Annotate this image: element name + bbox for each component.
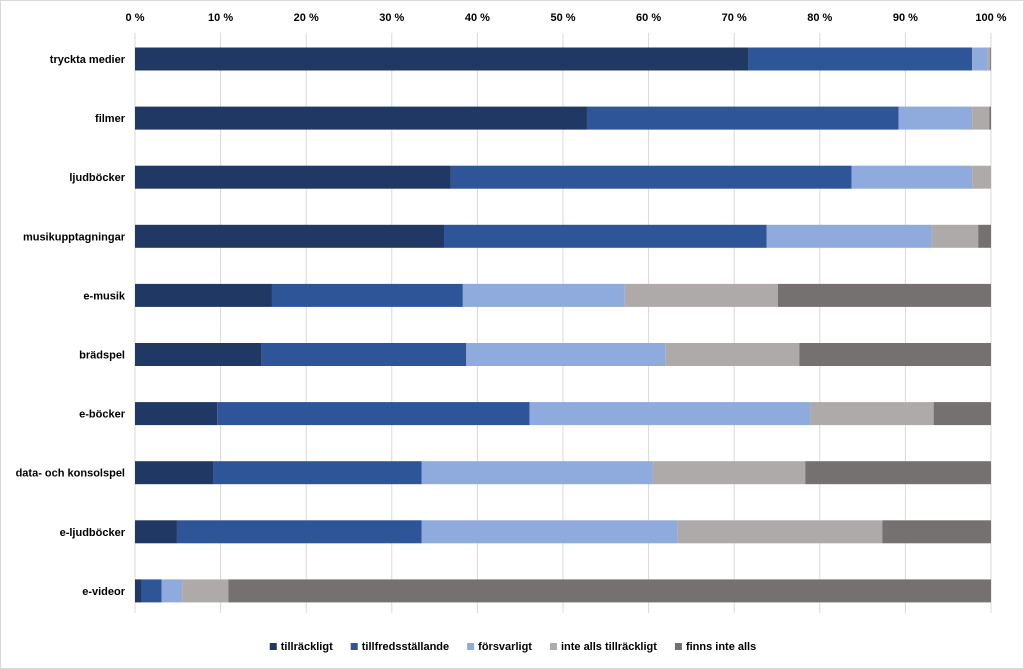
legend-item-försvarligt: försvarligt [467,641,532,653]
bar-e-videor-inte-alls-tillräckligt [182,579,229,603]
bar-e-videor-försvarligt [161,579,183,603]
bar-e-musik-tillräckligt [135,283,272,307]
bar-e-videor-finns-inte-alls [228,579,991,603]
bar-data-och-konsolspel-tillräckligt [135,461,214,485]
bar-data-och-konsolspel-inte-alls-tillräckligt [652,461,806,485]
legend-label: inte alls tillräckligt [561,641,657,653]
bar-e-musik-försvarligt [462,283,625,307]
bar-e-videor-tillfredsställande [141,579,162,603]
legend-label: tillräckligt [281,641,333,653]
bar-musikupptagningar-tillräckligt [135,224,445,248]
bar-musikupptagningar-finns-inte-alls [978,224,991,248]
bar-e-ljudböcker-inte-alls-tillräckligt [677,520,883,544]
bar-musikupptagningar-försvarligt [766,224,932,248]
category-label: e-ljudböcker [60,527,126,539]
bar-musikupptagningar-tillfredsställande [444,224,767,248]
x-tick-label: 20 % [294,12,319,24]
legend-swatch [350,643,358,650]
category-label: e-videor [82,586,126,598]
x-tick-label: 100 % [975,12,1006,24]
category-label: tryckta medier [50,54,126,66]
x-axis-ticks: 0 % 10 % 20 % 30 % 40 % 50 % 60 % 70 % 80 % 90 % 1… [126,12,1007,24]
bar-e-böcker-tillfredsställande [217,402,530,426]
bar-e-musik-finns-inte-alls [777,283,991,307]
x-tick-label: 10 % [208,12,233,24]
x-tick-label: 60 % [636,12,661,24]
x-tick-label: 50 % [550,12,575,24]
x-tick-label: 30 % [379,12,404,24]
bar-ljudböcker-inte-alls-tillräckligt [972,165,991,189]
bar-e-videor-tillräckligt [135,579,142,603]
bar-brädspel-finns-inte-alls [799,343,991,366]
bar-musikupptagningar-inte-alls-tillräckligt [931,224,979,248]
bar-e-böcker-finns-inte-alls [933,402,991,426]
legend-item-inte-alls-tillräckligt: inte alls tillräckligt [549,641,657,653]
bar-filmer-tillfredsställande [586,106,899,130]
x-tick-label: 80 % [807,12,832,24]
bar-e-ljudböcker-försvarligt [421,520,678,544]
bar-tryckta-medier-tillfredsställande [748,47,973,71]
legend-label: försvarligt [478,641,532,653]
bar-e-böcker-inte-alls-tillräckligt [810,402,934,426]
bar-data-och-konsolspel-försvarligt [421,461,653,485]
x-tick-label: 90 % [893,12,918,24]
bar-e-musik-tillfredsställande [271,283,463,307]
category-label: e-musik [83,290,125,302]
category-label: e-böcker [79,409,126,421]
bar-filmer-försvarligt [898,106,973,130]
bar-ljudböcker-försvarligt [851,165,973,189]
category-label: musikupptagningar [23,231,126,243]
legend: tillräckligt tillfredsställande försvarlig… [269,641,756,653]
x-tick-label: 70 % [722,12,747,24]
bar-data-och-konsolspel-tillfredsställande [213,461,422,485]
bar-data-och-konsolspel-finns-inte-alls [805,461,991,485]
x-tick-label: 40 % [465,12,490,24]
bar-filmer-tillräckligt [135,106,587,130]
bar-ljudböcker-tillfredsställande [450,165,852,189]
legend-item-tillfredsställande: tillfredsställande [350,641,449,653]
category-labels: tryckta medier filmer ljudböcker musikuppta… [16,54,126,598]
bar-tryckta-medier-inte-alls-tillräckligt [987,47,991,71]
legend-item-finns-inte-alls: finns inte alls [674,641,756,653]
bar-ljudböcker-tillräckligt [135,165,451,189]
bar-filmer-finns-inte-alls [989,106,991,130]
legend-swatch [549,643,557,650]
bar-brädspel-tillfredsställande [261,343,467,366]
category-label: brädspel [79,350,125,362]
bar-e-böcker-tillräckligt [135,402,218,426]
bar-e-ljudböcker-finns-inte-alls [882,520,991,544]
category-label: ljudböcker [69,172,125,184]
bar-e-musik-inte-alls-tillräckligt [624,283,778,307]
legend-label: tillfredsställande [362,641,449,653]
legend-swatch [269,643,277,650]
bar-filmer-inte-alls-tillräckligt [972,106,990,130]
category-label: data- och konsolspel [16,468,125,480]
bar-e-böcker-försvarligt [529,402,811,426]
bar-tryckta-medier-försvarligt [972,47,988,71]
legend-swatch [674,643,682,650]
legend-item-tillräckligt: tillräckligt [269,641,333,653]
bar-tryckta-medier-finns-inte-alls [990,47,991,71]
bar-brädspel-tillräckligt [135,343,262,366]
legend-swatch [467,643,475,650]
x-tick-label: 0 % [126,12,145,24]
bar-e-ljudböcker-tillfredsställande [176,520,422,544]
bar-brädspel-inte-alls-tillräckligt [665,343,800,366]
bar-brädspel-försvarligt [466,343,666,366]
bar-tryckta-medier-tillräckligt [135,47,749,71]
bars [135,47,991,603]
gridlines [134,33,992,613]
category-label: filmer [95,113,126,125]
bar-e-ljudböcker-tillräckligt [135,520,177,544]
legend-label: finns inte alls [686,641,756,653]
